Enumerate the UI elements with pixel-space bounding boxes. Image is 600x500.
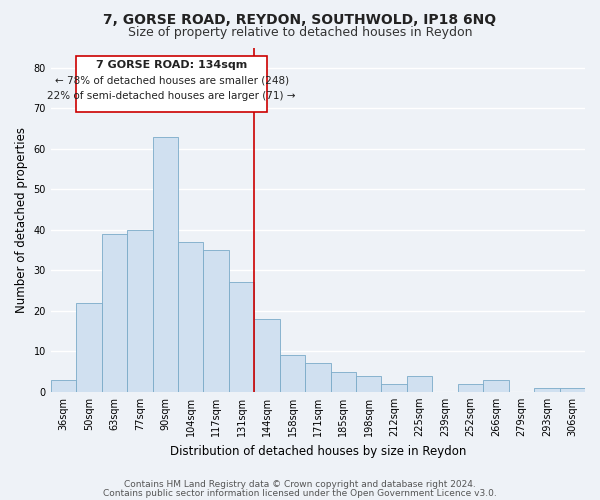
Bar — [280, 356, 305, 392]
Y-axis label: Number of detached properties: Number of detached properties — [15, 126, 28, 312]
Text: ← 78% of detached houses are smaller (248): ← 78% of detached houses are smaller (24… — [55, 75, 289, 85]
Text: 7, GORSE ROAD, REYDON, SOUTHWOLD, IP18 6NQ: 7, GORSE ROAD, REYDON, SOUTHWOLD, IP18 6… — [103, 12, 497, 26]
Text: Size of property relative to detached houses in Reydon: Size of property relative to detached ho… — [128, 26, 472, 39]
Bar — [152, 136, 178, 392]
Bar — [382, 384, 407, 392]
Bar — [101, 234, 127, 392]
Bar — [534, 388, 560, 392]
Bar — [305, 364, 331, 392]
Bar — [229, 282, 254, 392]
Bar — [51, 380, 76, 392]
Bar — [356, 376, 382, 392]
Bar — [458, 384, 483, 392]
Bar — [483, 380, 509, 392]
Bar — [127, 230, 152, 392]
Bar — [203, 250, 229, 392]
Text: Contains public sector information licensed under the Open Government Licence v3: Contains public sector information licen… — [103, 489, 497, 498]
Text: 22% of semi-detached houses are larger (71) →: 22% of semi-detached houses are larger (… — [47, 91, 296, 101]
X-axis label: Distribution of detached houses by size in Reydon: Distribution of detached houses by size … — [170, 444, 466, 458]
FancyBboxPatch shape — [76, 56, 267, 112]
Bar — [407, 376, 433, 392]
Bar — [560, 388, 585, 392]
Bar — [254, 319, 280, 392]
Bar — [331, 372, 356, 392]
Bar — [178, 242, 203, 392]
Bar — [76, 302, 101, 392]
Text: Contains HM Land Registry data © Crown copyright and database right 2024.: Contains HM Land Registry data © Crown c… — [124, 480, 476, 489]
Text: 7 GORSE ROAD: 134sqm: 7 GORSE ROAD: 134sqm — [96, 60, 247, 70]
